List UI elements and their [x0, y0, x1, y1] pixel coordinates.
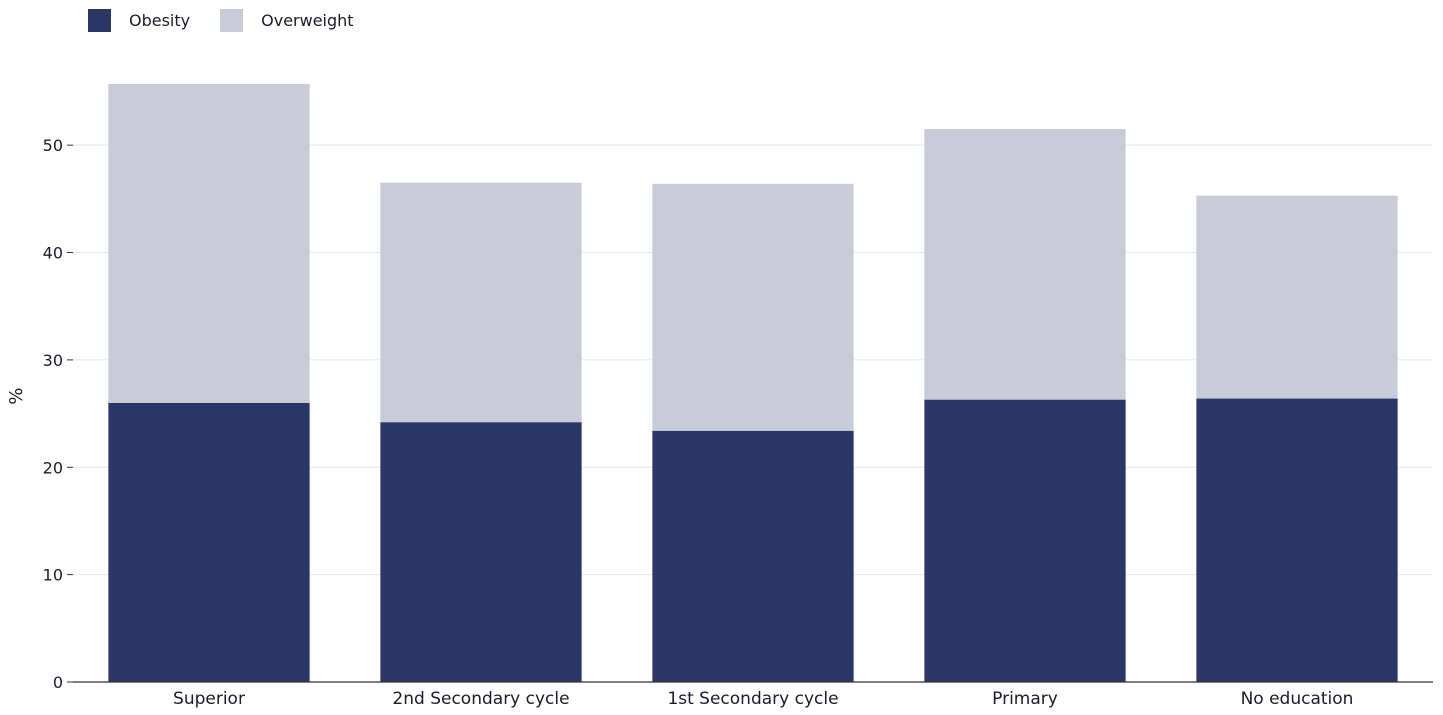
x-tick-label-2: 1st Secondary cycle — [667, 689, 838, 709]
bar-obesity-2[interactable] — [652, 430, 854, 682]
axes: 0 10 20 30 40 50 Superior 2nd Secondary cycle 1s… — [43, 136, 1433, 709]
legend-item-overweight[interactable]: Overweight — [220, 9, 354, 32]
bar-obesity-3[interactable] — [924, 399, 1126, 682]
y-axis-label: % — [6, 387, 27, 404]
bar-overweight-1[interactable] — [380, 182, 582, 423]
legend-swatch-overweight — [220, 9, 244, 32]
y-tick-label-30: 30 — [43, 351, 63, 370]
y-tick-label-10: 10 — [43, 566, 63, 585]
legend: Obesity Overweight — [88, 9, 384, 32]
bar-obesity-4[interactable] — [1196, 398, 1398, 682]
legend-item-obesity[interactable]: Obesity — [88, 9, 190, 32]
bar-overweight-4[interactable] — [1196, 195, 1398, 399]
y-tick-label-40: 40 — [43, 244, 63, 263]
x-tick-label-0: Superior — [173, 689, 245, 709]
legend-swatch-obesity — [88, 9, 111, 32]
bar-obesity-0[interactable] — [108, 402, 310, 682]
bar-overweight-3[interactable] — [924, 129, 1126, 400]
y-tick-label-50: 50 — [43, 136, 63, 155]
bar-overweight-0[interactable] — [108, 83, 310, 403]
x-tick-label-4: No education — [1241, 689, 1354, 709]
x-tick-label-3: Primary — [992, 689, 1058, 709]
y-tick-label-20: 20 — [43, 458, 63, 477]
legend-label-overweight: Overweight — [261, 11, 354, 30]
bar-obesity-1[interactable] — [380, 422, 582, 682]
x-tick-label-1: 2nd Secondary cycle — [392, 689, 569, 709]
bars — [108, 83, 1398, 682]
legend-label-obesity: Obesity — [129, 11, 191, 30]
y-tick-label-0: 0 — [53, 673, 63, 692]
bar-overweight-2[interactable] — [652, 183, 854, 431]
